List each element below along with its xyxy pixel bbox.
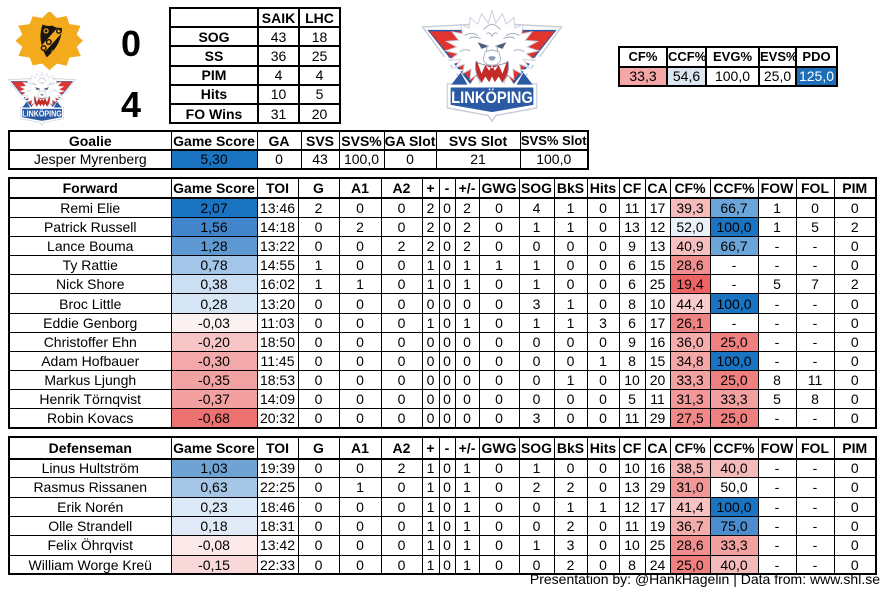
svg-text:LINKÖPING: LINKÖPING	[22, 109, 61, 118]
svg-text:1921: 1921	[50, 48, 60, 55]
svg-text:LINKÖPING: LINKÖPING	[451, 88, 533, 107]
